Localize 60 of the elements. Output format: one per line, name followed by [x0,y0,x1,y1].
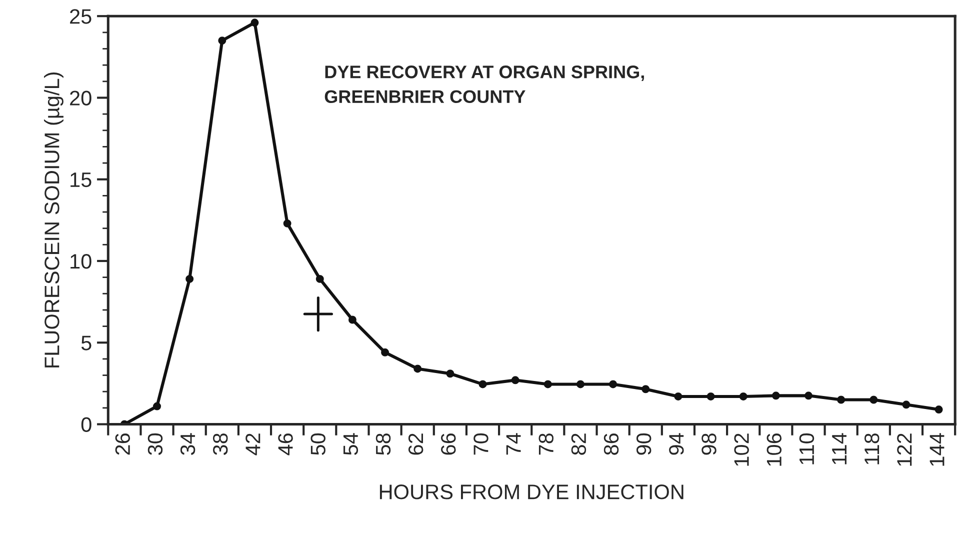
y-tick-label: 10 [70,254,92,269]
point [837,396,846,404]
x-tick-label: 90 [636,433,652,455]
x-tick-label: 82 [571,434,586,455]
text: DYE RECOVERY AT ORGAN SPRING, GREENBRIER COUNTY [324,66,644,104]
point [576,380,584,388]
point [706,392,715,400]
y-tick-label: 25 [70,9,92,24]
x-tick-label: 50 [310,433,326,455]
point [674,392,682,400]
point [283,219,292,228]
point [316,274,324,283]
x-tick-label: 114 [832,433,846,464]
point [609,380,618,388]
x-tick-label: 144 [930,433,944,466]
x-tick-label: 38 [212,433,228,455]
x-tick-label: 66 [441,433,456,455]
x-tick-label: 106 [766,433,782,466]
x-tick-label: 62 [408,434,424,455]
y-tick-label: 20 [70,90,92,106]
x-tick-label: 78 [538,433,554,455]
point [642,385,650,394]
point [544,380,552,388]
x-tick-label: 46 [278,433,293,456]
x-tick-label: 34 [180,433,196,455]
x-tick-label: 54 [344,433,358,455]
x-tick-label: 102 [734,434,749,466]
x-tick-label: 86 [604,433,619,455]
x-tick-label: 74 [506,433,521,455]
x-tick-label: 30 [148,433,163,455]
point [218,36,226,45]
point [934,406,943,414]
x-tick-label: 42 [246,434,260,456]
x-tick-label: 110 [799,433,814,464]
x-tick-label: 94 [669,433,684,455]
point [186,274,194,283]
y-axis-title: FLUORESCEIN SODIUM (µg/L) [44,72,64,368]
point [478,380,487,388]
y-tick-label: 15 [70,172,92,188]
point [902,400,910,409]
point [414,364,422,373]
point [870,396,878,404]
x-tick-label: 118 [864,433,880,464]
x-tick-label: 70 [474,433,488,455]
point [381,348,390,356]
point [446,370,454,378]
y-tick-label: 0 [81,417,92,432]
x-tick-label: 26 [115,433,130,455]
x-axis-title: HOURS FROM DYE INJECTION [380,484,684,500]
x-tick-label: 122 [897,434,912,466]
point [250,18,259,27]
x-tick-label: 58 [376,433,391,455]
point [739,392,748,400]
y-tick-label: 5 [81,336,92,350]
point [511,376,520,384]
point [772,392,780,400]
point [348,316,356,324]
point [153,402,161,410]
x-tick-label: 98 [702,433,716,455]
point [804,392,812,400]
